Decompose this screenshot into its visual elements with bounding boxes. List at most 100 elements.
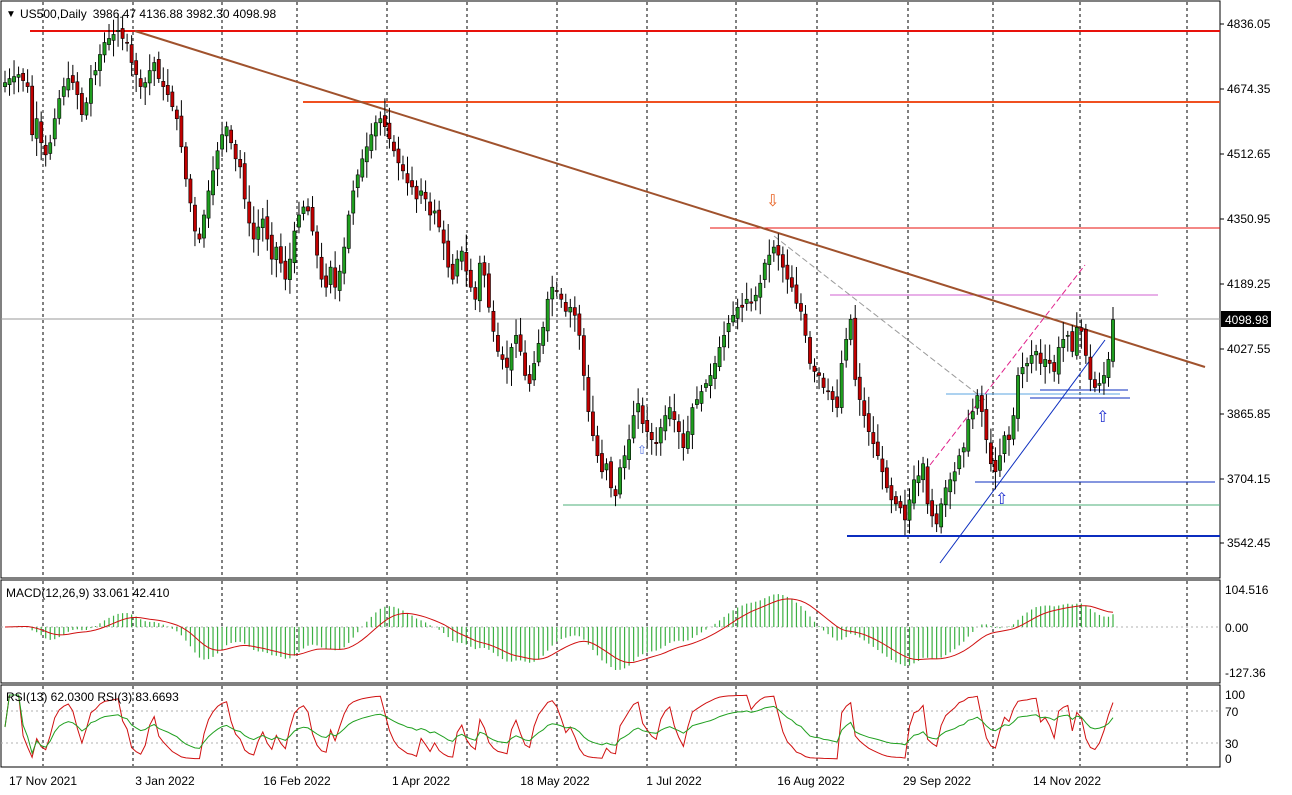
candle-body: [238, 159, 243, 168]
candle-body: [903, 504, 907, 521]
candle-body: [1061, 339, 1066, 348]
candle-body: [25, 82, 30, 87]
candle-body: [808, 337, 812, 364]
candle-body: [432, 210, 437, 214]
candle-body: [835, 396, 840, 408]
candle-body: [740, 304, 745, 308]
candle-body: [889, 485, 894, 501]
candle-body: [1047, 359, 1052, 364]
candle-body: [165, 85, 170, 95]
candle-body: [604, 463, 609, 471]
macd-tick-label: 0.00: [1225, 621, 1249, 635]
rsi-tick-label: 70: [1225, 705, 1239, 719]
candle-body: [500, 354, 505, 360]
candle-body: [613, 489, 618, 497]
candle-body: [1111, 319, 1115, 362]
candle-body: [487, 273, 491, 308]
candle-body: [410, 180, 414, 188]
price-axis: 4836.05 4674.35 4512.65 4350.95 4189.25 4027.…: [1220, 17, 1271, 550]
candle-body: [663, 415, 668, 432]
candle-body: [392, 141, 396, 152]
svg-text:4098.98: 4098.98: [1225, 313, 1269, 327]
candle-body: [898, 501, 903, 509]
candle-body: [934, 513, 939, 525]
candle-body: [111, 34, 116, 41]
candle-body: [509, 347, 514, 371]
candle-body: [871, 432, 876, 444]
candle-body: [328, 266, 333, 285]
candle-body: [319, 256, 324, 280]
candle-body: [265, 216, 270, 240]
candle-body: [925, 466, 930, 505]
symbol-label: US500,Daily 3986.47 4136.88 3982.30 4098.…: [20, 7, 277, 21]
candle-body: [369, 134, 374, 151]
candle-body: [1016, 375, 1020, 419]
price-tick-label: 4674.35: [1227, 82, 1271, 96]
candle-body: [722, 335, 726, 348]
candle-body: [930, 500, 935, 517]
rsi-pane-frame: [0, 684, 1221, 768]
candle-body: [785, 264, 790, 280]
candle-body: [107, 38, 111, 45]
date-tick-label: 3 Jan 2022: [135, 774, 195, 788]
candle-body: [215, 150, 220, 170]
candle-body: [7, 78, 12, 85]
candle-body: [1025, 363, 1029, 367]
down-trendline: [134, 30, 1206, 368]
candle-body: [188, 178, 193, 204]
candle-body: [405, 173, 410, 184]
candle-body: [93, 70, 98, 76]
date-tick-label: 14 Nov 2022: [1033, 774, 1101, 788]
candle-body: [685, 431, 690, 449]
candle-body: [1052, 362, 1057, 372]
candle-body: [961, 447, 966, 453]
candle-body: [1088, 356, 1093, 380]
candle-body: [658, 427, 663, 444]
candle-body: [749, 301, 754, 304]
candle-body: [401, 164, 405, 172]
candle-body: [256, 226, 261, 240]
candle-body: [292, 230, 297, 264]
rsi-tick-label: 100: [1225, 688, 1245, 702]
candle-body: [30, 85, 35, 136]
price-tick-label: 4350.95: [1227, 212, 1271, 226]
candle-body: [894, 496, 898, 505]
date-tick-label: 16 Feb 2022: [263, 774, 331, 788]
candle-body: [844, 339, 849, 361]
candle-body: [690, 407, 695, 435]
candle-body: [979, 395, 984, 412]
candle-body: [821, 377, 826, 388]
candle-body: [984, 409, 989, 440]
candle-body: [713, 363, 717, 379]
candle-body: [970, 411, 975, 420]
candle-body: [346, 214, 351, 249]
candle-body: [704, 383, 708, 388]
candle-body: [1020, 367, 1025, 375]
candle-body: [224, 126, 229, 137]
candle-body: [75, 81, 80, 95]
symbol-dropdown-icon[interactable]: ▼: [6, 9, 16, 20]
candle-body: [1002, 435, 1007, 454]
candle-body: [120, 28, 125, 39]
candle-body: [853, 317, 858, 380]
candle-body: [1106, 359, 1111, 378]
candle-body: [464, 252, 469, 272]
candle-body: [776, 245, 781, 256]
candle-body: [780, 254, 785, 268]
candle-body: [676, 421, 681, 432]
candle-body: [618, 467, 622, 495]
candle-body: [98, 54, 102, 71]
candle-body: [70, 75, 75, 83]
candle-body: [360, 158, 365, 178]
macd-histogram: [8, 594, 1114, 670]
candle-body: [735, 306, 740, 319]
candle-body: [315, 231, 319, 256]
candle-body: [762, 262, 767, 280]
blue-rising-channel: [939, 339, 1106, 564]
candle-body: [333, 267, 338, 288]
candle-body: [1065, 335, 1070, 337]
candle-body: [586, 377, 591, 412]
candle-body: [695, 399, 699, 405]
candle-body: [57, 98, 62, 119]
candle-body: [1043, 359, 1048, 367]
